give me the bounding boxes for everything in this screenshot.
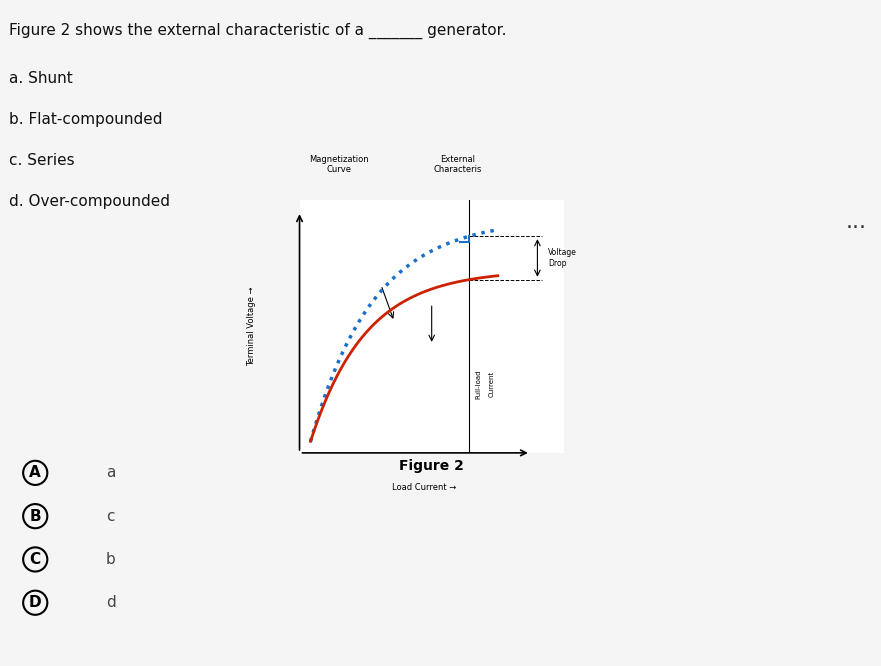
Text: d: d [106, 595, 115, 610]
Text: Load Current →: Load Current → [392, 484, 455, 492]
Text: B: B [29, 509, 41, 523]
Text: b: b [106, 552, 115, 567]
Text: Voltage
Drop: Voltage Drop [548, 248, 577, 268]
Text: d. Over-compounded: d. Over-compounded [9, 194, 170, 209]
Text: Terminal Voltage →: Terminal Voltage → [248, 286, 256, 366]
Text: D: D [29, 595, 41, 610]
Text: Figure 2 shows the external characteristic of a _______ generator.: Figure 2 shows the external characterist… [9, 23, 507, 39]
Text: C: C [30, 552, 41, 567]
Text: A: A [29, 466, 41, 480]
Text: External
Characteris: External Characteris [434, 155, 482, 174]
Text: Magnetization
Curve: Magnetization Curve [309, 155, 369, 174]
Text: a. Shunt: a. Shunt [9, 71, 72, 86]
Text: Figure 2: Figure 2 [399, 459, 464, 474]
Text: c: c [106, 509, 115, 523]
Text: c. Series: c. Series [9, 153, 74, 168]
Text: Full-load: Full-load [476, 369, 482, 399]
Text: Current: Current [489, 371, 495, 397]
Text: b. Flat-compounded: b. Flat-compounded [9, 112, 162, 127]
Text: ···: ··· [845, 218, 866, 238]
Text: a: a [106, 466, 115, 480]
